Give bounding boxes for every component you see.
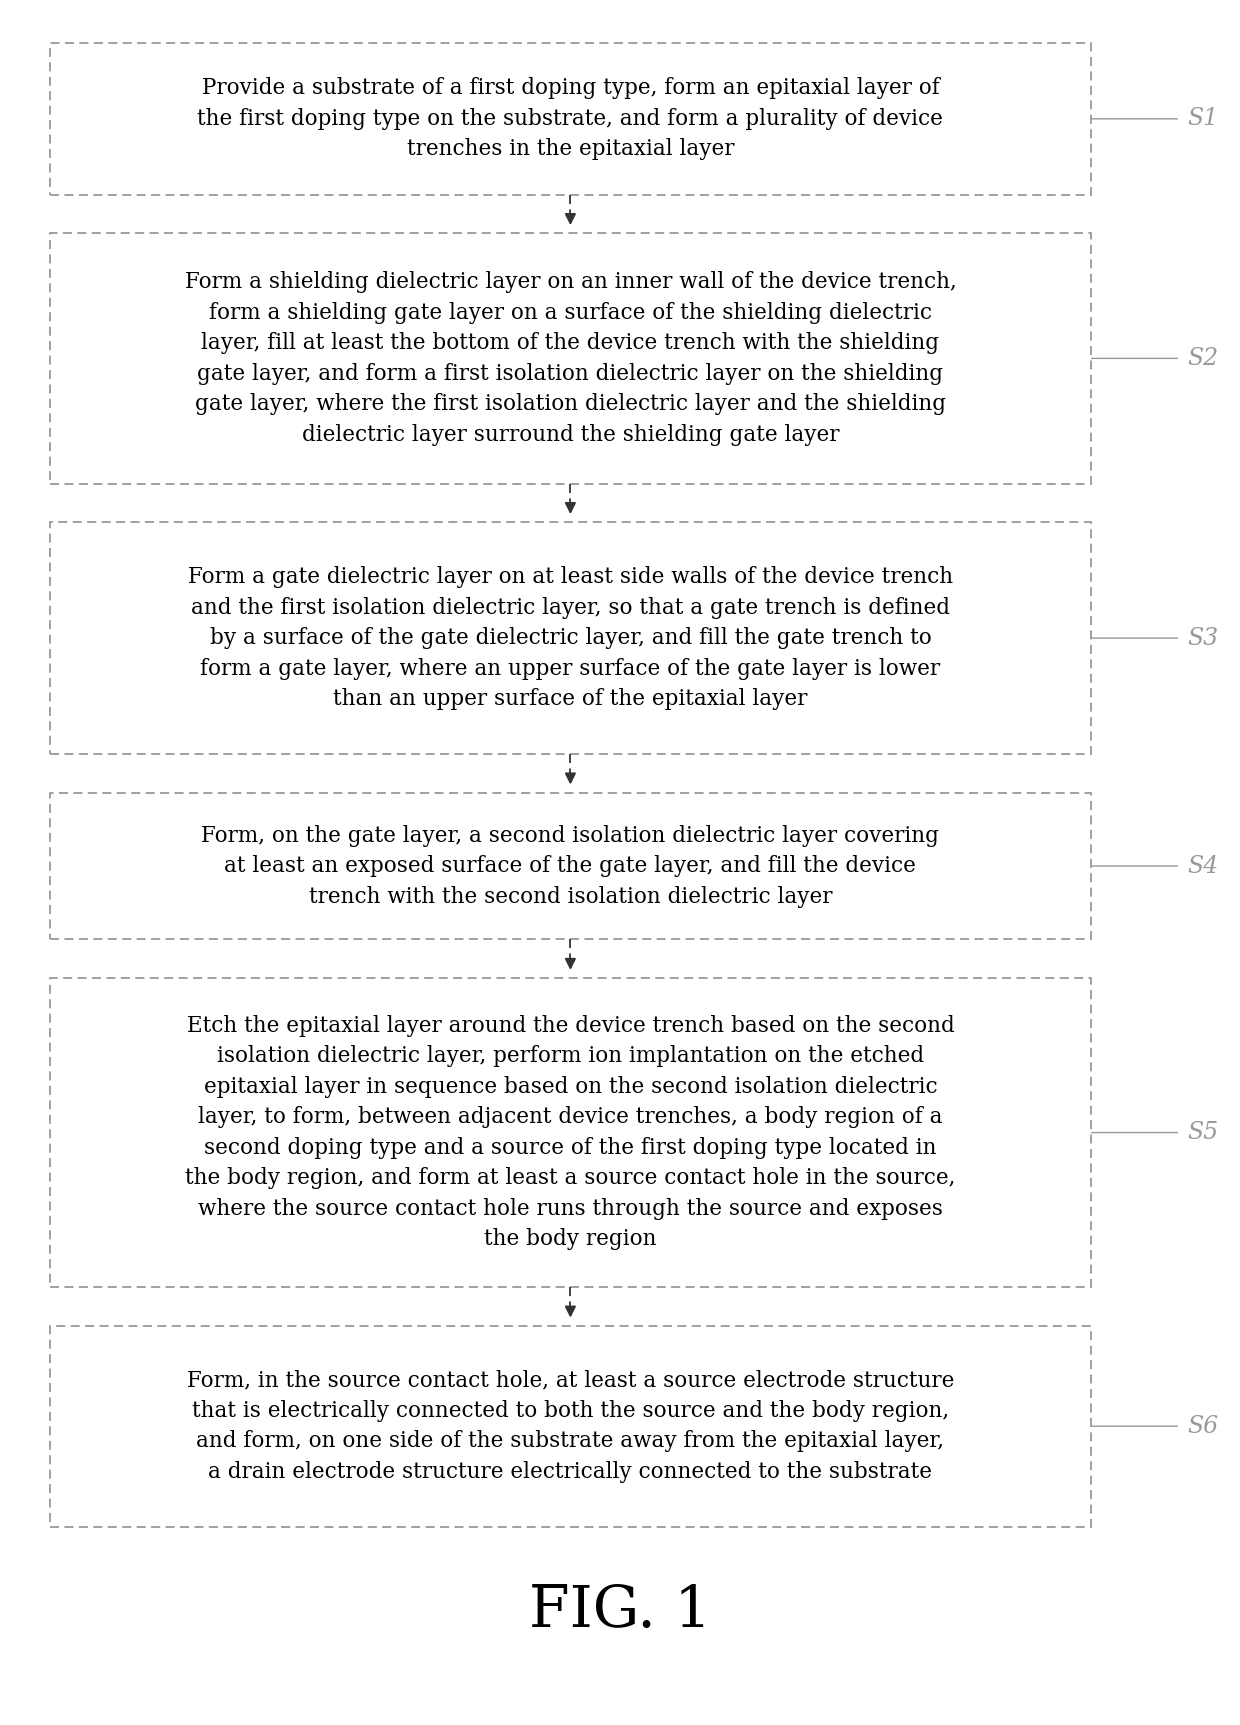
- FancyBboxPatch shape: [50, 978, 1091, 1287]
- Text: Form a gate dielectric layer on at least side walls of the device trench
and the: Form a gate dielectric layer on at least…: [187, 566, 954, 711]
- FancyBboxPatch shape: [50, 43, 1091, 195]
- Text: Form, on the gate layer, a second isolation dielectric layer covering
at least a: Form, on the gate layer, a second isolat…: [201, 825, 940, 907]
- Text: S2: S2: [1187, 347, 1219, 369]
- Text: FIG. 1: FIG. 1: [528, 1584, 712, 1639]
- Text: S3: S3: [1187, 626, 1219, 650]
- Text: S4: S4: [1187, 854, 1219, 878]
- FancyBboxPatch shape: [50, 233, 1091, 483]
- Text: S6: S6: [1187, 1414, 1219, 1437]
- FancyBboxPatch shape: [50, 792, 1091, 940]
- FancyBboxPatch shape: [50, 1327, 1091, 1527]
- Text: Etch the epitaxial layer around the device trench based on the second
isolation : Etch the epitaxial layer around the devi…: [185, 1014, 956, 1251]
- FancyBboxPatch shape: [50, 523, 1091, 754]
- Text: S1: S1: [1187, 107, 1219, 131]
- Text: Form, in the source contact hole, at least a source electrode structure
that is : Form, in the source contact hole, at lea…: [187, 1370, 954, 1484]
- Text: Provide a substrate of a first doping type, form an epitaxial layer of
the first: Provide a substrate of a first doping ty…: [197, 78, 944, 160]
- Text: Form a shielding dielectric layer on an inner wall of the device trench,
form a : Form a shielding dielectric layer on an …: [185, 271, 956, 445]
- Text: S5: S5: [1187, 1121, 1219, 1144]
